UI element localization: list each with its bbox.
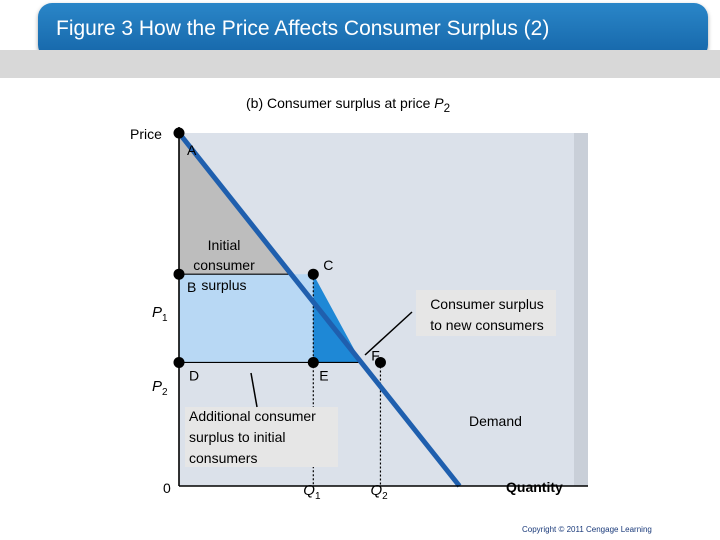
initial-surplus-label: Initial — [208, 237, 241, 253]
x-axis-label: Quantity — [506, 479, 563, 495]
panel-title: (b) Consumer surplus at price P2 — [246, 95, 450, 115]
slide-title: Figure 3 How the Price Affects Consumer … — [56, 17, 550, 40]
new-consumer-surplus-label: to new consumers — [430, 317, 544, 333]
new-consumer-surplus-area — [313, 274, 362, 363]
title-banner: Figure 3 How the Price Affects Consumer … — [38, 3, 708, 59]
new-pointer-line — [364, 311, 413, 356]
demand-curve — [177, 131, 462, 488]
copyright: Copyright © 2011 Cengage Learning — [522, 525, 652, 534]
point-f — [374, 356, 386, 368]
additional-surplus-area — [179, 274, 314, 363]
additional-surplus-label: Additional consumer — [189, 408, 316, 424]
point-label-a: A — [187, 142, 197, 158]
initial-surplus-label: consumer — [193, 257, 255, 273]
panel-title-var: P — [434, 95, 444, 111]
tick-label-p2: P2 — [152, 378, 168, 398]
additional-surplus-label: surplus to initial — [189, 429, 286, 445]
panel-title-sub: 2 — [443, 101, 451, 115]
demand-label: Demand — [469, 413, 522, 429]
point-c — [307, 268, 319, 280]
point-e — [307, 356, 319, 368]
point-label-b: B — [187, 279, 196, 295]
point-d — [173, 356, 185, 368]
additional-label-box — [185, 407, 338, 467]
header-stripe — [0, 50, 720, 78]
tick-label-q2: Q2 — [370, 482, 388, 502]
additional-pointer-line — [250, 372, 258, 408]
point-label-e: E — [319, 367, 328, 383]
point-label-f: F — [371, 347, 380, 363]
y-axis-label: Price — [130, 126, 162, 142]
point-label-d: D — [189, 367, 199, 383]
additional-surplus-label: consumers — [189, 450, 257, 466]
point-a — [173, 127, 185, 139]
point-b — [173, 268, 185, 280]
point-label-c: C — [323, 257, 333, 273]
tick-label-p1: P1 — [152, 304, 168, 324]
plot-shadow — [574, 133, 588, 486]
tick-label-q1: Q1 — [303, 482, 321, 502]
origin-label: 0 — [163, 480, 171, 496]
initial-surplus-label: surplus — [201, 277, 246, 293]
new-label-box — [416, 290, 556, 336]
new-consumer-surplus-label: Consumer surplus — [430, 296, 544, 312]
panel-title-text: (b) Consumer surplus at price — [246, 95, 431, 111]
